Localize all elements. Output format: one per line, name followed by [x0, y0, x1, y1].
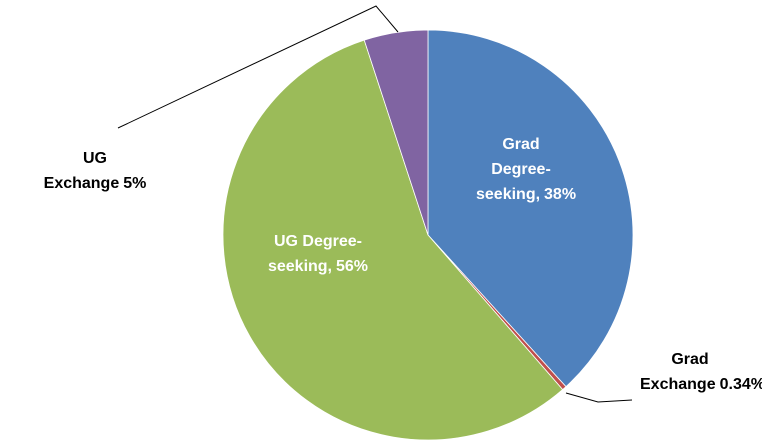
slice-label: Grad Degree-seeking, 38% — [476, 132, 576, 207]
slice-label: UG Exchange 5% — [40, 146, 150, 196]
leader-line — [117, 5, 399, 129]
pie — [222, 29, 634, 441]
category-label: Grad Exchange — [640, 351, 716, 393]
category-label: Grad Degree-seeking, — [476, 136, 551, 203]
slice-label: Grad Exchange 0.34% — [640, 347, 762, 397]
pie-slice — [427, 29, 634, 388]
value-label: 5% — [123, 175, 147, 192]
leader-line — [565, 392, 633, 403]
value-label: 38% — [544, 186, 577, 203]
slice-label: UG Degree-seeking, 56% — [243, 229, 393, 279]
category-label: UG Exchange — [43, 150, 120, 192]
pie-slice — [363, 29, 429, 236]
value-label: 56% — [336, 258, 369, 275]
pie-slice — [222, 39, 564, 441]
value-label: 0.34% — [719, 376, 762, 393]
category-label: UG Degree-seeking, — [267, 233, 363, 275]
